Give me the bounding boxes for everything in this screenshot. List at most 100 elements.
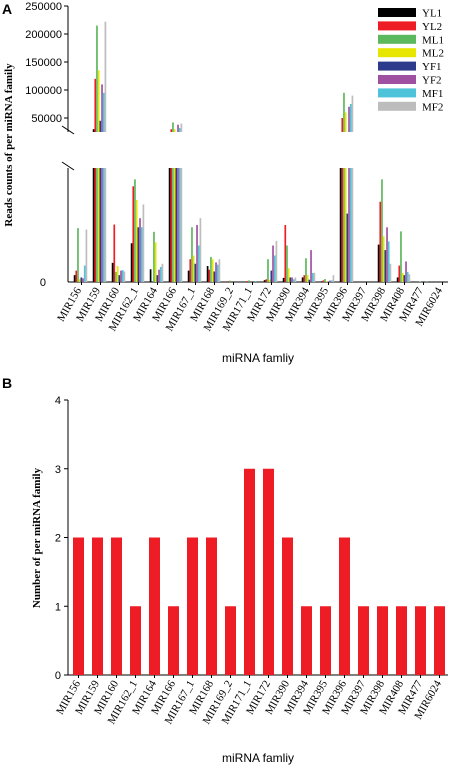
bar	[294, 277, 297, 282]
bar	[215, 262, 217, 282]
bar	[401, 272, 404, 282]
bar	[348, 106, 350, 132]
bar	[123, 271, 126, 282]
bar	[263, 280, 266, 282]
bar	[194, 263, 197, 282]
bar	[346, 213, 349, 282]
bar	[83, 265, 86, 282]
panel-b-axes	[67, 400, 448, 676]
bar	[197, 245, 200, 282]
bar	[180, 123, 183, 132]
bar	[270, 270, 273, 282]
panel-a-y-tick-label: 0	[40, 277, 46, 289]
bar	[116, 266, 119, 282]
bar	[329, 280, 331, 282]
bar	[265, 279, 268, 282]
panel-a-y-tick-label: 200000	[25, 29, 62, 41]
bar	[330, 280, 333, 282]
bar	[170, 129, 173, 132]
bar	[111, 262, 114, 282]
bar	[348, 168, 350, 282]
bar	[134, 179, 136, 282]
legend-swatch	[378, 101, 416, 111]
legend-label: YF1	[422, 61, 442, 73]
bar	[282, 277, 285, 282]
bar	[175, 168, 178, 282]
bar	[135, 199, 138, 282]
bar	[139, 218, 141, 282]
bar	[389, 263, 392, 282]
bar	[101, 168, 103, 282]
bar	[306, 275, 309, 282]
bar	[187, 270, 190, 282]
bar	[149, 537, 160, 675]
bar	[216, 264, 219, 282]
bar	[115, 271, 117, 282]
bar	[396, 277, 399, 282]
bar	[130, 606, 141, 675]
legend-swatch	[378, 88, 416, 98]
legend-swatch	[378, 8, 416, 17]
bar	[94, 168, 97, 282]
bar	[284, 225, 287, 282]
bar	[170, 168, 173, 282]
panel-a-y-tick-label: 50000	[31, 113, 62, 125]
legend-label: YL1	[422, 8, 442, 20]
legend-swatch	[378, 48, 416, 58]
bar	[218, 259, 221, 282]
bar	[344, 112, 347, 132]
legend-label: ML1	[422, 34, 444, 46]
panel-b: B Number of per miRNA family 0 1 2 3 4 MIR15…	[2, 375, 448, 765]
bar	[349, 104, 352, 132]
bar	[339, 168, 342, 282]
panel-a: A Reads counts of per miRNA family 0 5000…	[2, 1, 448, 365]
bar	[396, 606, 407, 675]
bar	[158, 269, 160, 282]
bar	[405, 261, 407, 282]
bar	[153, 231, 155, 282]
bar	[403, 275, 406, 282]
bar	[225, 606, 236, 675]
panel-b-y-tick-label: 3	[55, 464, 61, 476]
legend-label: ML2	[422, 48, 444, 60]
bar	[310, 250, 312, 282]
bar	[192, 255, 195, 282]
panel-a-x-tick-labels: MIR156MIR159MIR160MIR162_1MIR164MIR166MI…	[55, 282, 445, 333]
bar	[325, 281, 328, 282]
bar	[301, 277, 304, 282]
bar	[341, 118, 344, 132]
bar	[73, 275, 76, 282]
bar	[351, 168, 354, 282]
bar	[140, 227, 143, 282]
bar	[77, 228, 79, 282]
bar	[111, 537, 122, 675]
bar	[80, 277, 83, 282]
bar	[332, 275, 335, 282]
panel-b-x-tick-labels: MIR156MIR159MIR160MIR162_1MIR164MIR166MI…	[54, 675, 444, 726]
bar	[275, 240, 278, 282]
bar	[384, 250, 387, 282]
legend-label: MF2	[422, 101, 443, 113]
bar	[291, 277, 293, 282]
bar	[211, 259, 214, 282]
panel-b-y-tick-label: 2	[55, 533, 61, 545]
bar	[377, 244, 380, 282]
panel-a-axes	[61, 6, 448, 283]
panel-a-y-tick-label: 250000	[25, 1, 62, 13]
bar	[97, 70, 100, 132]
bar	[263, 468, 274, 675]
bar	[104, 168, 107, 282]
bar	[82, 278, 84, 282]
bar	[180, 168, 183, 282]
bar	[130, 243, 133, 282]
bar	[308, 279, 311, 282]
bar	[248, 280, 250, 282]
bar	[137, 227, 140, 282]
bar	[92, 129, 95, 132]
bar	[142, 204, 145, 282]
panel-a-x-axis-label: miRNA famliy	[222, 351, 294, 365]
bar	[343, 92, 345, 132]
bar	[172, 168, 174, 282]
bar	[178, 168, 181, 282]
bar	[187, 537, 198, 675]
